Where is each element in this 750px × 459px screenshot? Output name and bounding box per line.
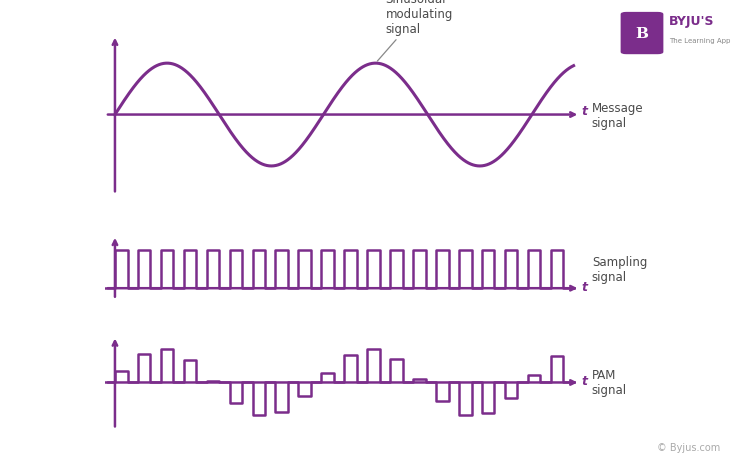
Text: © Byjus.com: © Byjus.com <box>657 442 720 452</box>
Text: t: t <box>582 105 588 118</box>
Text: The Learning App: The Learning App <box>669 38 730 45</box>
Text: t: t <box>582 375 588 387</box>
Text: t: t <box>582 280 588 293</box>
FancyBboxPatch shape <box>621 13 663 55</box>
Text: Message
signal: Message signal <box>592 101 644 129</box>
Text: Sinusoidal
modulating
signal: Sinusoidal modulating signal <box>377 0 453 62</box>
Text: B: B <box>635 27 649 40</box>
Text: BYJU'S: BYJU'S <box>669 15 715 28</box>
Text: PAM
signal: PAM signal <box>592 369 627 397</box>
Text: Sampling
signal: Sampling signal <box>592 256 647 284</box>
